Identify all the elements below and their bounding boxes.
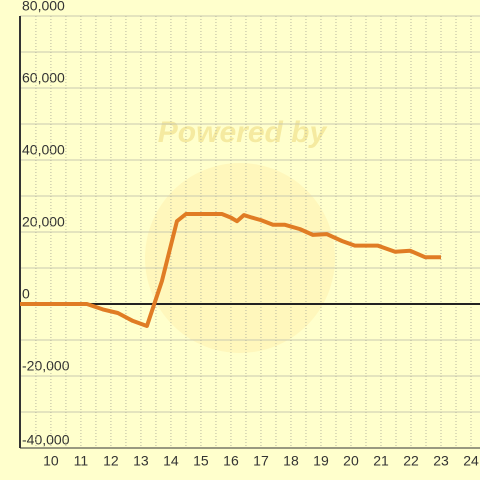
x-tick-label: 16 xyxy=(223,453,239,469)
x-tick-label: 11 xyxy=(74,453,89,469)
watermark-logo xyxy=(145,163,335,353)
x-tick-label: 20 xyxy=(343,453,359,469)
x-tick-label: 15 xyxy=(193,453,209,469)
y-tick-label: -40,000 xyxy=(22,432,70,448)
y-tick-label: 80,000 xyxy=(22,0,65,14)
x-tick-label: 17 xyxy=(253,453,269,469)
x-tick-label: 10 xyxy=(43,453,59,469)
x-tick-label: 21 xyxy=(373,453,389,469)
x-tick-label: 22 xyxy=(403,453,419,469)
y-tick-label: 40,000 xyxy=(22,142,65,158)
x-tick-label: 13 xyxy=(133,453,149,469)
y-tick-label: 60,000 xyxy=(22,70,65,86)
x-tick-label: 18 xyxy=(283,453,299,469)
x-tick-label: 23 xyxy=(433,453,449,469)
x-tick-label: 14 xyxy=(163,453,179,469)
y-tick-label: 20,000 xyxy=(22,214,65,230)
data-line xyxy=(20,212,441,328)
y-tick-label: 0 xyxy=(22,286,30,302)
y-tick-label: -20,000 xyxy=(22,358,70,374)
x-tick-label: 12 xyxy=(103,453,119,469)
watermark: Powered by xyxy=(158,116,328,149)
x-tick-label: 24 xyxy=(463,453,479,469)
x-tick-label: 19 xyxy=(313,453,329,469)
